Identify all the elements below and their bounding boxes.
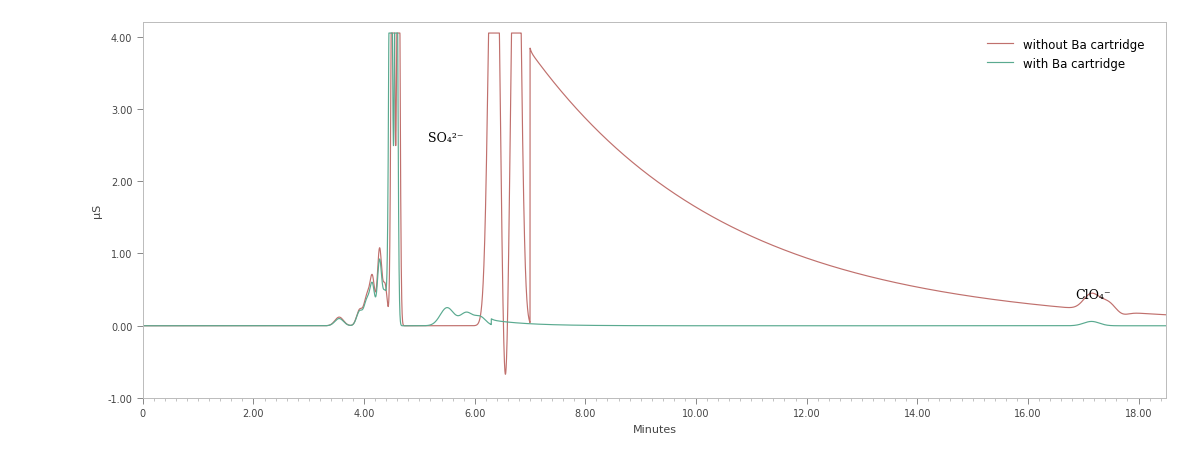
with Ba cartridge — [1157, 323, 1171, 329]
without Ba cartridge — [1145, 312, 1159, 317]
without Ba cartridge — [1159, 313, 1173, 318]
with Ba cartridge — [1159, 323, 1173, 329]
without Ba cartridge — [136, 323, 150, 329]
Legend: without Ba cartridge, with Ba cartridge: without Ba cartridge, with Ba cartridge — [982, 33, 1150, 76]
Text: ClO₄⁻: ClO₄⁻ — [1075, 288, 1110, 302]
without Ba cartridge — [789, 252, 803, 257]
X-axis label: Minutes: Minutes — [633, 424, 676, 434]
with Ba cartridge — [136, 323, 150, 329]
without Ba cartridge — [1053, 305, 1067, 310]
with Ba cartridge — [1145, 323, 1159, 329]
without Ba cartridge — [1025, 302, 1039, 307]
without Ba cartridge — [499, 372, 513, 377]
with Ba cartridge — [789, 323, 803, 329]
Line: without Ba cartridge: without Ba cartridge — [143, 34, 1166, 375]
without Ba cartridge — [596, 134, 610, 139]
Line: with Ba cartridge: with Ba cartridge — [143, 34, 1166, 326]
without Ba cartridge — [384, 31, 399, 37]
with Ba cartridge — [1025, 323, 1039, 329]
Text: SO₄²⁻: SO₄²⁻ — [427, 132, 463, 145]
without Ba cartridge — [1157, 312, 1171, 318]
with Ba cartridge — [1053, 323, 1067, 329]
Y-axis label: μS: μS — [92, 204, 102, 218]
with Ba cartridge — [596, 323, 610, 329]
with Ba cartridge — [382, 31, 396, 37]
